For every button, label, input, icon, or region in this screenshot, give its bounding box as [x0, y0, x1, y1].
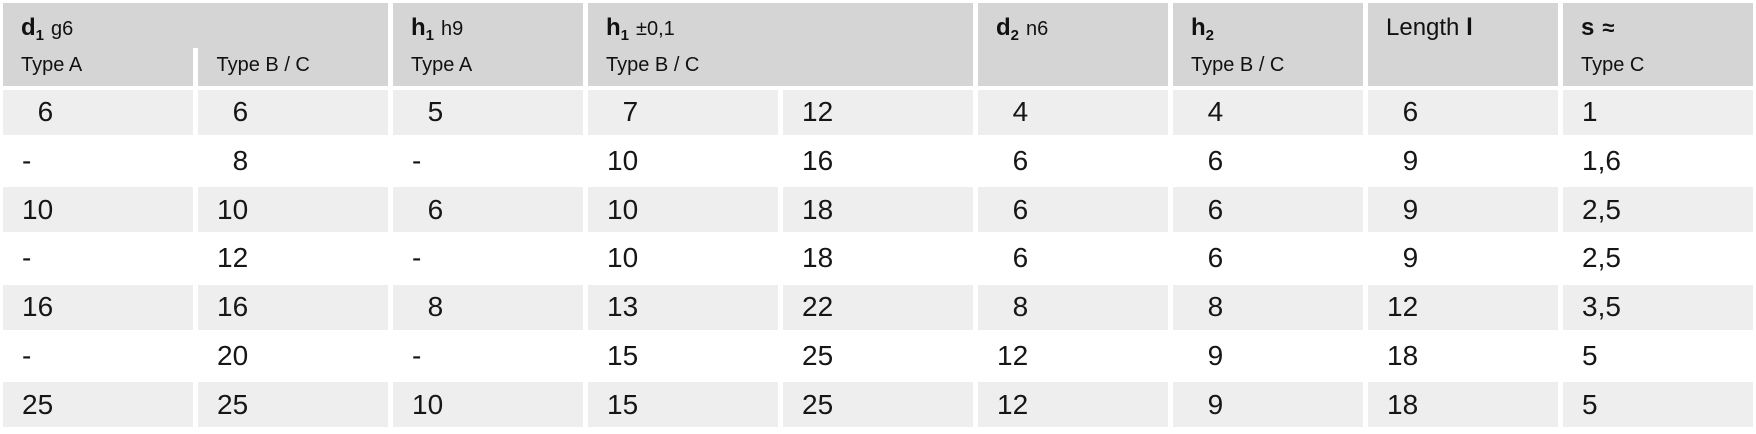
- table-cell: 6: [1368, 90, 1558, 135]
- table-cell: 6: [393, 187, 583, 233]
- table-cell: 2,5: [1563, 187, 1753, 233]
- table-cell: 25: [783, 382, 973, 427]
- header-length-title: Length l: [1386, 14, 1473, 41]
- header-h1-tolerance-title: h1 ±0,1: [606, 14, 675, 44]
- table-cell: 25: [3, 382, 193, 427]
- table-cell: 12: [978, 333, 1168, 379]
- header-h1-h9: h1 h9 Type A: [393, 3, 583, 86]
- table-cell: -: [393, 236, 583, 281]
- table-cell: 5: [393, 90, 583, 135]
- table-cell: 16: [783, 138, 973, 184]
- header-d1-title: d1 g6: [21, 14, 74, 44]
- table-cell: 18: [1368, 382, 1558, 427]
- table-cell: 6: [1173, 236, 1363, 281]
- table-cell: 6: [198, 90, 388, 135]
- table-cell: 5: [1563, 382, 1753, 427]
- table-cell: 22: [783, 284, 973, 330]
- table-cell: 10: [3, 187, 193, 233]
- header-s-title: s ≈: [1581, 14, 1615, 41]
- table-cell: 9: [1173, 382, 1363, 427]
- table-cell: 12: [978, 382, 1168, 427]
- table-cell: 6: [3, 90, 193, 135]
- table-cell: 18: [783, 187, 973, 233]
- table-cell: 13: [588, 284, 778, 330]
- table-cell: 8: [198, 138, 388, 184]
- table-cell: 2,5: [1563, 236, 1753, 281]
- header-h2: h2 Type B / C: [1173, 3, 1363, 86]
- table-cell: -: [3, 236, 193, 281]
- table-cell: 15: [588, 382, 778, 427]
- table-cell: -: [3, 138, 193, 184]
- subheader-type-c: Type C: [1581, 54, 1645, 76]
- subheader-type-bc: Type B / C: [1191, 54, 1285, 76]
- table-cell: 1,6: [1563, 138, 1753, 184]
- table-cell: 4: [1173, 90, 1363, 135]
- table-cell: 3,5: [1563, 284, 1753, 330]
- subheader-type-a: Type A: [21, 54, 83, 76]
- subheader-type-bc: Type B / C: [606, 54, 700, 76]
- table-cell: 6: [1173, 138, 1363, 184]
- table-cell: 12: [1368, 284, 1558, 330]
- header-h2-title: h2: [1191, 14, 1215, 44]
- table-cell: 10: [588, 138, 778, 184]
- table-cell: 9: [1368, 236, 1558, 281]
- table-cell: 4: [978, 90, 1168, 135]
- column-divider: [193, 48, 198, 86]
- table-cell: 18: [1368, 333, 1558, 379]
- header-h1-tolerance: h1 ±0,1 Type B / C: [588, 3, 973, 86]
- table-cell: 7: [588, 90, 778, 135]
- table-cell: 10: [588, 236, 778, 281]
- table-cell: 9: [1368, 138, 1558, 184]
- table-cell: -: [393, 333, 583, 379]
- table-cell: 6: [978, 187, 1168, 233]
- header-h1-h9-title: h1 h9: [411, 14, 464, 44]
- table-cell: 9: [1368, 187, 1558, 233]
- table-cell: 20: [198, 333, 388, 379]
- table-cell: 18: [783, 236, 973, 281]
- table-cell: 15: [588, 333, 778, 379]
- table-cell: 12: [783, 90, 973, 135]
- table-cell: 25: [198, 382, 388, 427]
- header-length: Length l: [1368, 3, 1558, 86]
- table-cell: -: [393, 138, 583, 184]
- header-d1: d1 g6 Type A Type B / C: [3, 3, 388, 86]
- table-cell: 8: [978, 284, 1168, 330]
- table-cell: 5: [1563, 333, 1753, 379]
- table-cell: 6: [978, 138, 1168, 184]
- table-cell: 6: [1173, 187, 1363, 233]
- table-cell: 9: [1173, 333, 1363, 379]
- subheader-type-bc: Type B / C: [216, 54, 310, 76]
- header-s: s ≈ Type C: [1563, 3, 1753, 86]
- table-header: d1 g6 Type A Type B / C h1 h9 Type A h1 ±0,…: [3, 3, 1753, 86]
- table-cell: 8: [1173, 284, 1363, 330]
- table-cell: 12: [198, 236, 388, 281]
- subheader-type-a: Type A: [411, 54, 473, 76]
- header-d2-title: d2 n6: [996, 14, 1049, 44]
- table-cell: 10: [198, 187, 388, 233]
- table-cell: 10: [393, 382, 583, 427]
- table-cell: 16: [3, 284, 193, 330]
- table-cell: 8: [393, 284, 583, 330]
- table-cell: -: [3, 333, 193, 379]
- table-cell: 10: [588, 187, 778, 233]
- table-cell: 6: [978, 236, 1168, 281]
- table-cell: 25: [783, 333, 973, 379]
- table-cell: 16: [198, 284, 388, 330]
- header-d2: d2 n6: [978, 3, 1168, 86]
- table-cell: 1: [1563, 90, 1753, 135]
